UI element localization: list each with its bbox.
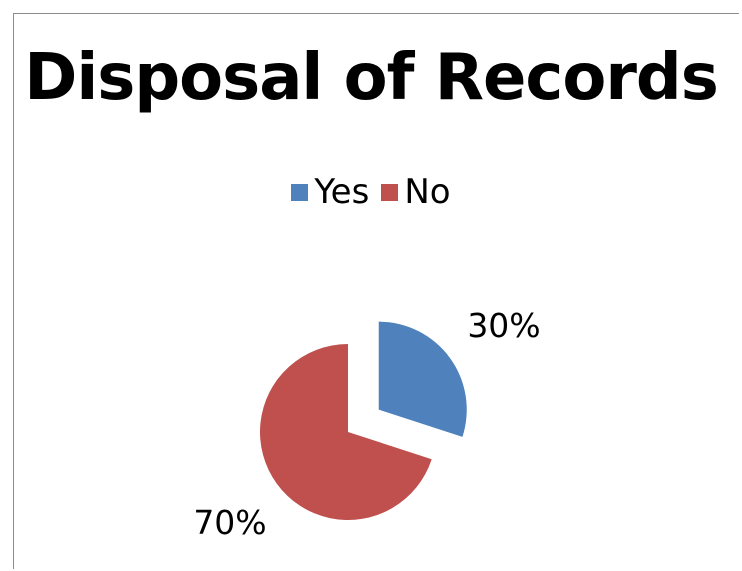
legend-item-yes: Yes <box>291 172 369 212</box>
legend-label-no: No <box>404 172 451 212</box>
chart-legend: Yes No <box>0 172 742 212</box>
pie-slice-no <box>259 344 432 520</box>
chart-title: Disposal of Records <box>24 41 719 115</box>
legend-swatch-no <box>381 183 399 201</box>
data-label-no: 70% <box>193 503 266 542</box>
pie-slice-yes <box>378 321 467 437</box>
data-label-yes: 30% <box>467 306 540 345</box>
legend-swatch-yes <box>291 183 309 201</box>
legend-item-no: No <box>381 172 451 212</box>
legend-label-yes: Yes <box>314 172 370 212</box>
